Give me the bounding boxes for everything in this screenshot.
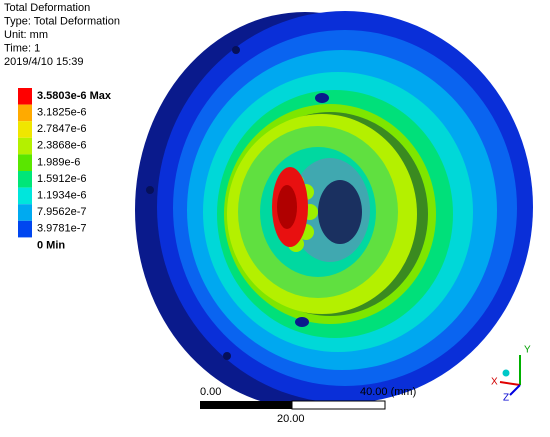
legend-swatch <box>18 104 32 122</box>
legend-label: 7.9562e-7 <box>37 206 87 218</box>
slot <box>315 93 329 103</box>
header-line: Unit: mm <box>4 29 48 41</box>
legend-swatch <box>18 220 32 238</box>
legend-label: 3.9781e-7 <box>37 223 87 235</box>
legend-swatch <box>18 137 32 155</box>
scale-middle: 20.00 <box>277 413 305 425</box>
slot <box>295 317 309 327</box>
triad-y-label: Y <box>524 345 531 356</box>
legend-swatch <box>18 171 32 188</box>
bolt-hole <box>223 352 231 360</box>
legend-label: 0 Min <box>37 239 65 251</box>
scale-bar: 0.00 40.00 (mm) 20.00 <box>200 386 416 425</box>
scale-bar-black <box>200 401 292 409</box>
triad: Y X Z <box>491 345 531 404</box>
scale-bar-white <box>291 400 386 410</box>
legend-label: 1.989e-6 <box>37 156 80 168</box>
bolt-hole <box>232 46 240 54</box>
model <box>135 11 533 408</box>
triad-x-label: X <box>491 377 498 388</box>
legend-swatch <box>18 204 32 221</box>
legend-swatch <box>18 88 32 105</box>
legend-label: 2.7847e-6 <box>37 123 87 135</box>
legend-swatch <box>18 154 32 171</box>
legend: 3.5803e-6 Max 3.1825e-6 2.7847e-6 2.3868e-6… <box>18 88 112 251</box>
scale-end: 40.00 (mm) <box>360 386 416 398</box>
legend-label: 2.3868e-6 <box>37 140 87 152</box>
legend-label: 3.1825e-6 <box>37 107 87 119</box>
legend-label: 3.5803e-6 Max <box>37 90 112 102</box>
legend-swatch <box>18 187 32 205</box>
shaft-bore <box>277 185 297 229</box>
triad-z-axis <box>509 384 521 396</box>
legend-label: 1.5912e-6 <box>37 173 87 185</box>
header-line: Time: 1 <box>4 42 40 54</box>
legend-label: 1.1934e-6 <box>37 190 87 202</box>
triad-ball <box>502 369 510 377</box>
header-line: 2019/4/10 15:39 <box>4 56 84 68</box>
header-line: Total Deformation <box>4 2 90 14</box>
header-line: Type: Total Deformation <box>4 15 120 27</box>
bolt-hole <box>146 186 154 194</box>
scale-start: 0.00 <box>200 386 221 398</box>
hub-hole <box>318 180 362 244</box>
legend-swatch <box>18 121 32 138</box>
triad-x-axis <box>499 381 521 386</box>
triad-z-label: Z <box>503 393 509 404</box>
